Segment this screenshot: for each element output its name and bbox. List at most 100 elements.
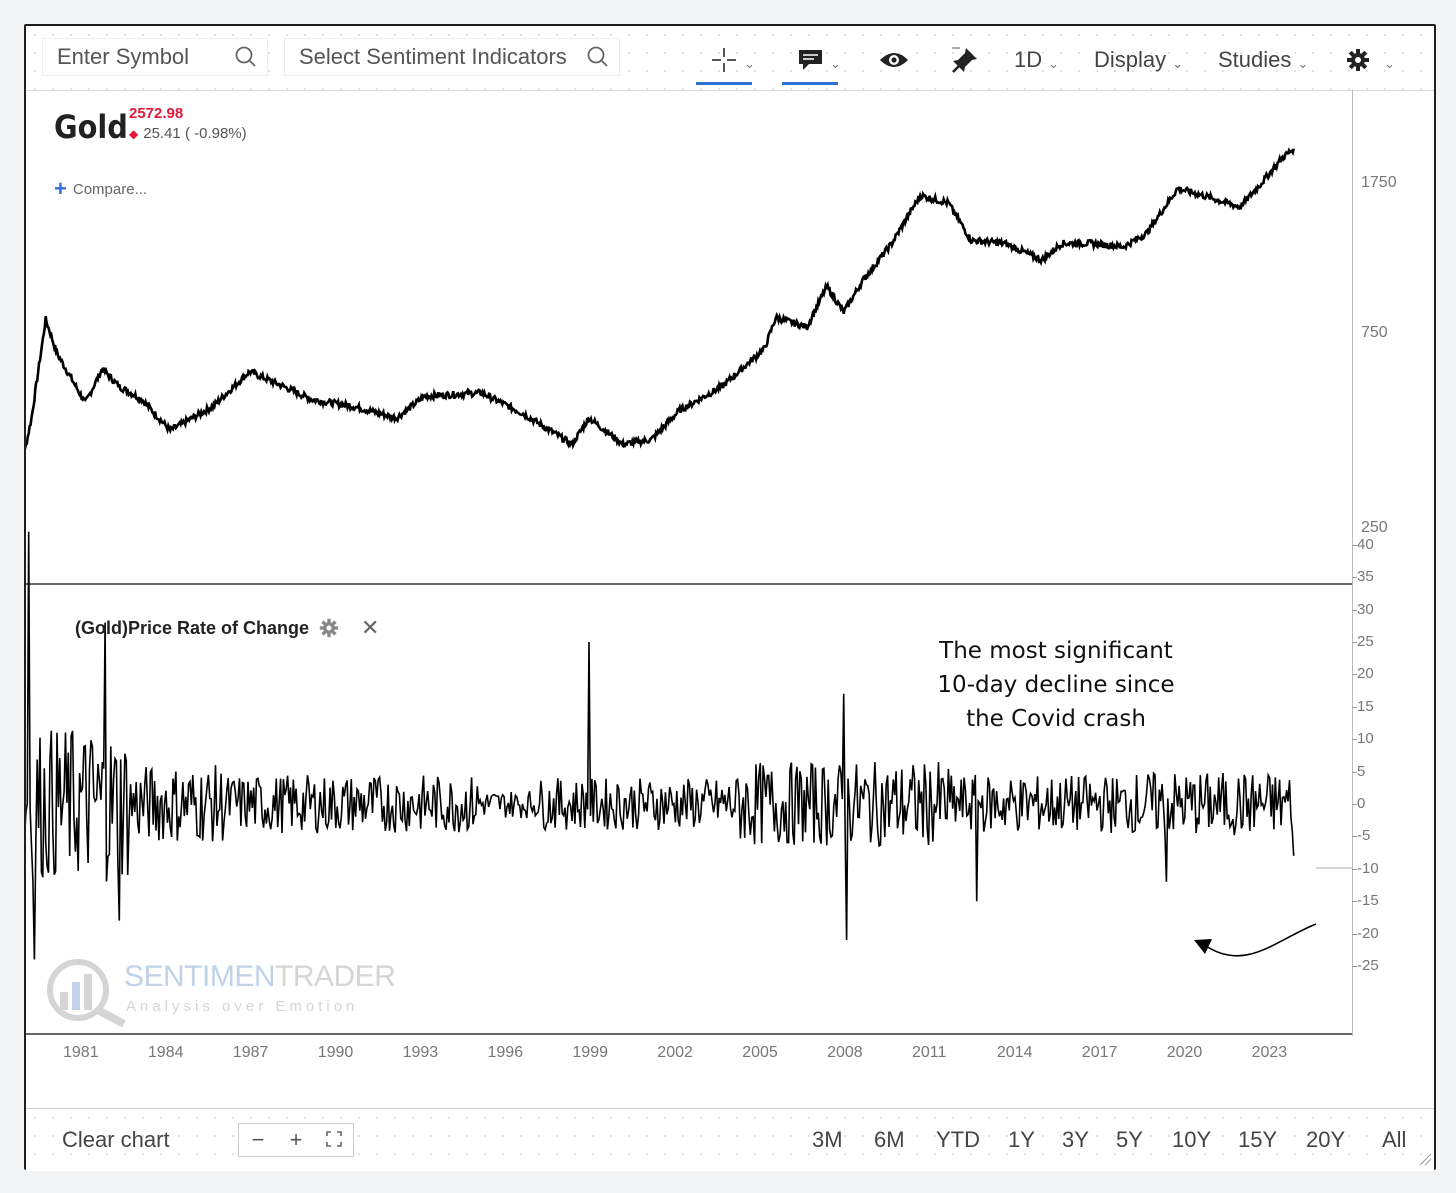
instrument-change-row: ◆ 25.41 ( -0.98%) [129,125,247,142]
y-tick-mark [1352,739,1357,741]
range-button-3m[interactable]: 3M [812,1127,843,1152]
roc-study-title: (Gold)Price Rate of Change [75,617,310,638]
range-button-20y[interactable]: 20Y [1306,1127,1346,1152]
annotation-line: the Covid crash [966,706,1146,732]
range-button-6m[interactable]: 6M [874,1127,905,1152]
search-icon [587,46,608,67]
brand-name-part: SENTIMEN [124,960,276,993]
instrument-price: 2572.98 [129,105,184,122]
chevron-down-icon: ⌄ [1384,56,1395,71]
y-tick-mark [1352,836,1357,838]
y-tick-label: 20 [1357,665,1374,683]
y-tick-label: 40 [1357,535,1374,553]
roc-study-header: (Gold)Price Rate of Change ✕ [75,615,379,641]
chart-canvas[interactable] [26,90,1352,1036]
studies-label: Studies [1218,47,1292,72]
interval-label: 1D [1014,47,1043,72]
gear-icon[interactable] [319,618,339,638]
zoom-out-button[interactable]: − [251,1127,265,1152]
y-tick-mark [1352,544,1357,546]
range-button-10y[interactable]: 10Y [1172,1127,1212,1152]
crosshair-icon [712,48,736,72]
x-tick-label: 2008 [827,1044,863,1061]
y-tick-label: 10 [1357,730,1374,748]
y-tick-label: -15 [1357,892,1379,910]
y-tick-label: -5 [1357,827,1371,845]
settings-menu[interactable]: ⌄ [1346,40,1395,80]
annotation-line: The most significant [939,638,1173,664]
fullscreen-icon [326,1131,342,1147]
clear-chart-button[interactable]: Clear chart [62,1127,170,1152]
interval-select[interactable]: 1D ⌄ [1014,40,1059,80]
range-button-all[interactable]: All [1382,1127,1407,1152]
y-tick-mark [1352,771,1357,773]
y-tick-mark [1352,966,1357,967]
pin-tool[interactable] [950,40,980,80]
visibility-toggle[interactable] [878,40,910,80]
y-tick-label: 750 [1361,324,1388,341]
x-tick-label: 1993 [402,1044,439,1061]
brand-name: SENTIMENTRADER [124,960,396,994]
plus-icon: + [54,176,67,201]
annotation-text: The most significant 10-day decline sinc… [906,634,1206,736]
y-tick-label: 0 [1357,795,1366,812]
crosshair-tool[interactable]: ⌄ [710,40,755,80]
price-series [26,147,1295,451]
chevron-down-icon: ⌄ [1172,56,1184,71]
comment-icon [799,50,822,70]
x-tick-label: 1990 [317,1044,354,1061]
close-icon[interactable]: ✕ [361,615,380,640]
x-tick-label: 1999 [572,1044,608,1061]
zoom-controls: − + [238,1123,354,1157]
annotation-active-indicator [782,82,838,85]
display-label: Display [1094,47,1167,72]
watermark: SENTIMENTRADER Analysis over Emotion [40,958,400,1028]
resize-handle-icon[interactable] [1418,1152,1432,1166]
x-tick-label: 1987 [232,1044,269,1061]
chevron-down-icon: ⌄ [830,56,841,71]
gear-icon [1347,49,1369,71]
down-arrow-icon: ◆ [129,126,139,141]
y-tick-label: 1750 [1361,174,1397,191]
y-tick-mark [1352,933,1357,935]
display-menu[interactable]: Display ⌄ [1094,40,1183,80]
y-tick-label: 25 [1357,633,1374,650]
y-tick-label: 15 [1357,697,1374,715]
crosshair-active-indicator [696,82,752,85]
compare-button[interactable]: + Compare... [54,176,147,202]
sentiment-search-placeholder: Select Sentiment Indicators [299,44,567,69]
fullscreen-button[interactable] [315,1127,353,1153]
sentiment-search[interactable]: Select Sentiment Indicators [284,38,620,76]
y-tick-label: 250 [1361,519,1388,536]
symbol-search[interactable]: Enter Symbol [42,38,268,76]
range-button-5y[interactable]: 5Y [1116,1127,1143,1152]
y-tick-mark [1352,706,1357,708]
y-tick-mark [1352,804,1357,805]
x-tick-label: 2005 [742,1044,778,1061]
y-tick-label: 30 [1357,600,1374,618]
x-tick-label: 2023 [1251,1044,1288,1061]
roc-series [26,531,1295,960]
chart-window: Enter Symbol Select Sentiment Indicators… [24,24,1436,1171]
symbol-search-placeholder: Enter Symbol [57,44,190,69]
brand-tagline: Analysis over Emotion [126,998,359,1015]
annotation-tool[interactable]: ⌄ [798,40,841,80]
range-button-15y[interactable]: 15Y [1238,1127,1278,1152]
y-tick-label: -20 [1357,924,1379,942]
eye-icon [880,53,908,67]
y-tick-label: 35 [1357,568,1374,586]
annotation-arrow [1205,923,1317,957]
y-tick-label: 5 [1357,762,1366,780]
x-tick-label: 1996 [487,1044,524,1061]
instrument-change: 25.41 ( -0.98%) [143,125,247,142]
chevron-down-icon: ⌄ [1297,56,1309,71]
range-button-3y[interactable]: 3Y [1062,1127,1089,1152]
range-button-1y[interactable]: 1Y [1008,1127,1035,1152]
y-tick-mark [1352,609,1357,611]
range-button-ytd[interactable]: YTD [936,1127,980,1152]
x-tick-label: 2017 [1081,1044,1118,1061]
y-tick-mark [1352,868,1357,870]
y-tick-mark [1352,577,1357,579]
zoom-in-button[interactable]: + [289,1127,303,1152]
studies-menu[interactable]: Studies ⌄ [1218,40,1308,80]
